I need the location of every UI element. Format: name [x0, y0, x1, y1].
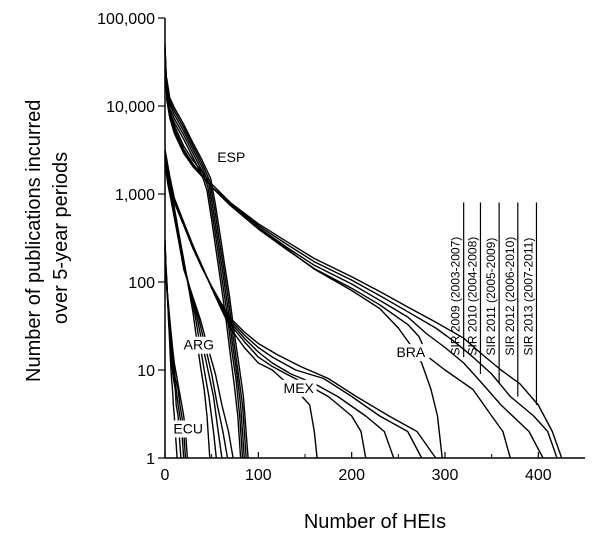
y-tick-label: 1,000: [115, 187, 155, 204]
country-label-arg: ARG: [184, 337, 214, 353]
y-tick-label: 10: [137, 363, 155, 380]
edition-label: SIR 2013 (2007-2011): [521, 238, 535, 356]
y-tick-label: 100: [128, 275, 155, 292]
y-tick-label: 100,000: [97, 11, 155, 28]
country-label-bg: [280, 379, 317, 397]
x-tick-label: 200: [338, 467, 365, 484]
country-label-bra: BRA: [396, 344, 425, 360]
y-axis-title: Number of publications incurred over 5-y…: [23, 94, 72, 382]
country-label-esp: ESP: [217, 149, 245, 165]
series-line-bra: [164, 51, 558, 459]
axes: [164, 18, 585, 459]
country-labels: ESP BRA ARG MEX ECU: [170, 149, 430, 438]
series-line-mex: [164, 154, 437, 459]
series-line-esp: [164, 74, 247, 459]
x-tick-label: 400: [525, 467, 552, 484]
country-label-mex: MEX: [284, 380, 315, 396]
x-axis-title: Number of HEIs: [304, 511, 446, 533]
y-tick-label: 1: [146, 451, 155, 468]
series-line-mex: [164, 151, 395, 459]
y-axis-title-line-1: Number of publications incurred: [23, 100, 45, 382]
edition-label: SIR 2009 (2003-2007): [449, 237, 463, 356]
y-axis-title-line-2: over 5-year periods: [50, 152, 72, 324]
edition-label: SIR 2011 (2005-2009): [484, 238, 498, 356]
series-line-arg: [164, 163, 234, 459]
country-label-ecu: ECU: [173, 420, 203, 436]
edition-label: SIR 2010 (2004-2008): [465, 237, 479, 356]
x-tick-label: 100: [245, 467, 272, 484]
series-line-esp: [164, 77, 245, 459]
x-tick-label: 300: [432, 467, 459, 484]
series-line-bra: [164, 52, 563, 459]
series-lines: [164, 44, 563, 459]
series-line-ecu: [164, 251, 189, 459]
edition-markers: SIR 2009 (2003-2007) SIR 2010 (2004-2008)…: [449, 202, 538, 406]
country-label-bg: [170, 420, 207, 438]
series-line-esp: [164, 70, 249, 459]
x-tick-label: 0: [161, 467, 170, 484]
axis-ticks: 0 100 200 300 400 1 10 100 1,000 10,000 100,000: [97, 11, 552, 484]
y-tick-label: 10,000: [106, 99, 155, 116]
country-label-bg: [180, 336, 217, 354]
country-label-bg: [214, 149, 251, 167]
series-line-esp: [164, 81, 244, 459]
edition-label: SIR 2012 (2006-2010): [503, 237, 517, 356]
country-label-bg: [393, 344, 430, 362]
